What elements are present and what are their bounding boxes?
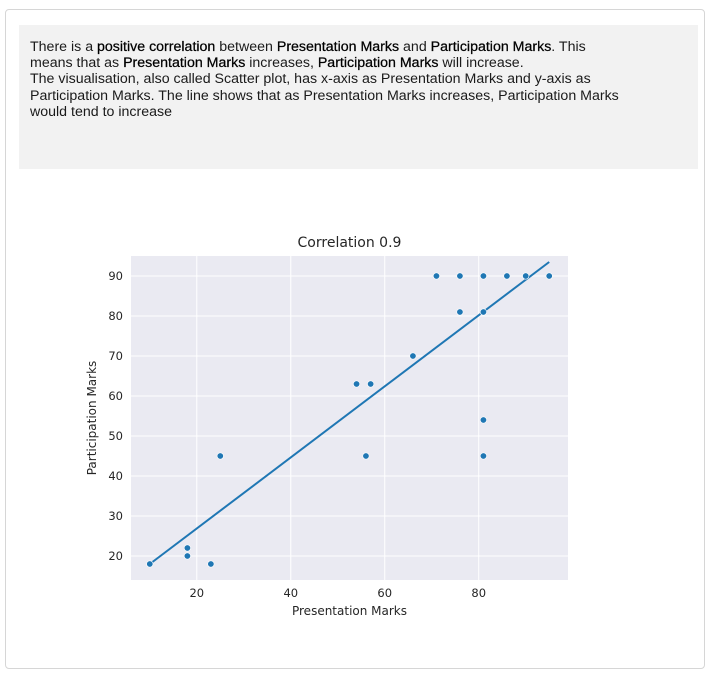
data-point (409, 352, 417, 360)
summary-highlight: Presentation Marks (123, 55, 246, 72)
summary-line-5: would tend to increase (30, 103, 172, 120)
summary-text: means that as (30, 55, 124, 72)
y-tick-label: 70 (108, 349, 123, 363)
data-point (183, 544, 191, 552)
data-point (479, 308, 487, 316)
x-tick-label: 20 (189, 586, 204, 600)
x-tick-label: 40 (283, 586, 298, 600)
y-tick-label: 60 (108, 389, 123, 403)
summary-highlight: Participation Marks (317, 55, 439, 72)
data-point (146, 560, 154, 568)
summary-text: will increase. (438, 55, 524, 72)
data-point (479, 416, 487, 424)
data-point (353, 380, 361, 388)
data-point (479, 452, 487, 460)
y-tick-label: 20 (108, 549, 123, 563)
summary-text: and (399, 39, 431, 55)
summary-text: There is a (30, 39, 98, 55)
data-point (207, 560, 215, 568)
y-tick-label: 30 (108, 509, 123, 523)
y-tick-label: 90 (108, 269, 123, 283)
y-tick-label: 80 (108, 309, 123, 323)
data-point (456, 272, 464, 280)
scatter-chart: 20 40 60 80 20 30 40 50 60 70 80 90 Correlation 0.9 P… (85, 235, 568, 618)
summary-line-2: means that as Presentation Marks increas… (30, 55, 686, 71)
plot-area (131, 256, 568, 580)
data-point (367, 380, 375, 388)
data-point (216, 452, 224, 460)
summary-text: . This (551, 39, 586, 55)
summary-line-1: There is a positive correlation between … (30, 39, 686, 55)
summary-line-4: Participation Marks. The line shows that… (30, 87, 619, 104)
summary-text: increases, (245, 55, 318, 72)
data-point (545, 272, 553, 280)
x-tick-label: 60 (377, 586, 392, 600)
data-point (522, 272, 530, 280)
data-point (432, 272, 440, 280)
correlation-summary: There is a positive correlation between … (19, 25, 698, 169)
summary-text: between (215, 39, 277, 55)
x-tick-label: 80 (471, 586, 486, 600)
summary-line-3: The visualisation, also called Scatter p… (30, 71, 591, 88)
summary-highlight: positive correlation (97, 39, 216, 55)
data-point (479, 272, 487, 280)
chart-title: Correlation 0.9 (298, 235, 402, 251)
y-axis-label: Participation Marks (85, 361, 99, 476)
data-point (183, 552, 191, 560)
y-tick-label: 40 (108, 469, 123, 483)
data-point (362, 452, 370, 460)
y-tick-label: 50 (108, 429, 123, 443)
data-point (456, 308, 464, 316)
summary-highlight: Participation Marks (430, 39, 552, 55)
x-axis-label: Presentation Marks (292, 604, 407, 618)
summary-highlight: Presentation Marks (276, 39, 400, 55)
data-point (503, 272, 511, 280)
